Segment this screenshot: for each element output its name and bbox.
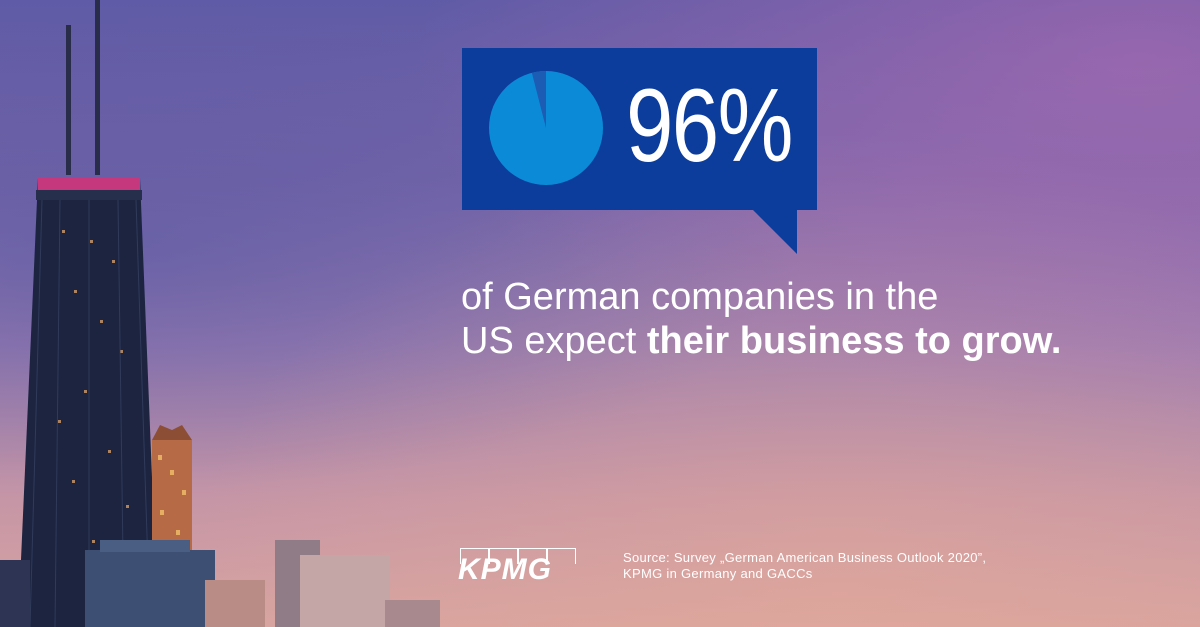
source-note: Source: Survey „German American Business… [623,550,986,582]
pie-remainder-slice [531,71,546,128]
source-line-2: KPMG in Germany and GACCs [623,566,813,581]
stat-callout-box: 96% [462,48,817,210]
kpmg-logo: KPMG [458,548,578,586]
statement-plain-text: US expect [461,320,647,362]
statement-line-1: of German companies in the [461,276,939,318]
logo-text: KPMG [458,553,552,586]
pie-chart-icon [489,71,603,185]
headline-statement: of German companies in the US expect the… [461,275,1161,363]
chicago-skyline-image [0,0,440,627]
percent-value: 96% [626,68,793,184]
statement-line-2: US expect their business to grow. [461,319,1161,363]
callout-tail [752,209,797,254]
source-line-1: Source: Survey „German American Business… [623,550,987,565]
logo-boxes [460,548,576,564]
statement-emphasis-text: their business to grow. [646,320,1062,362]
